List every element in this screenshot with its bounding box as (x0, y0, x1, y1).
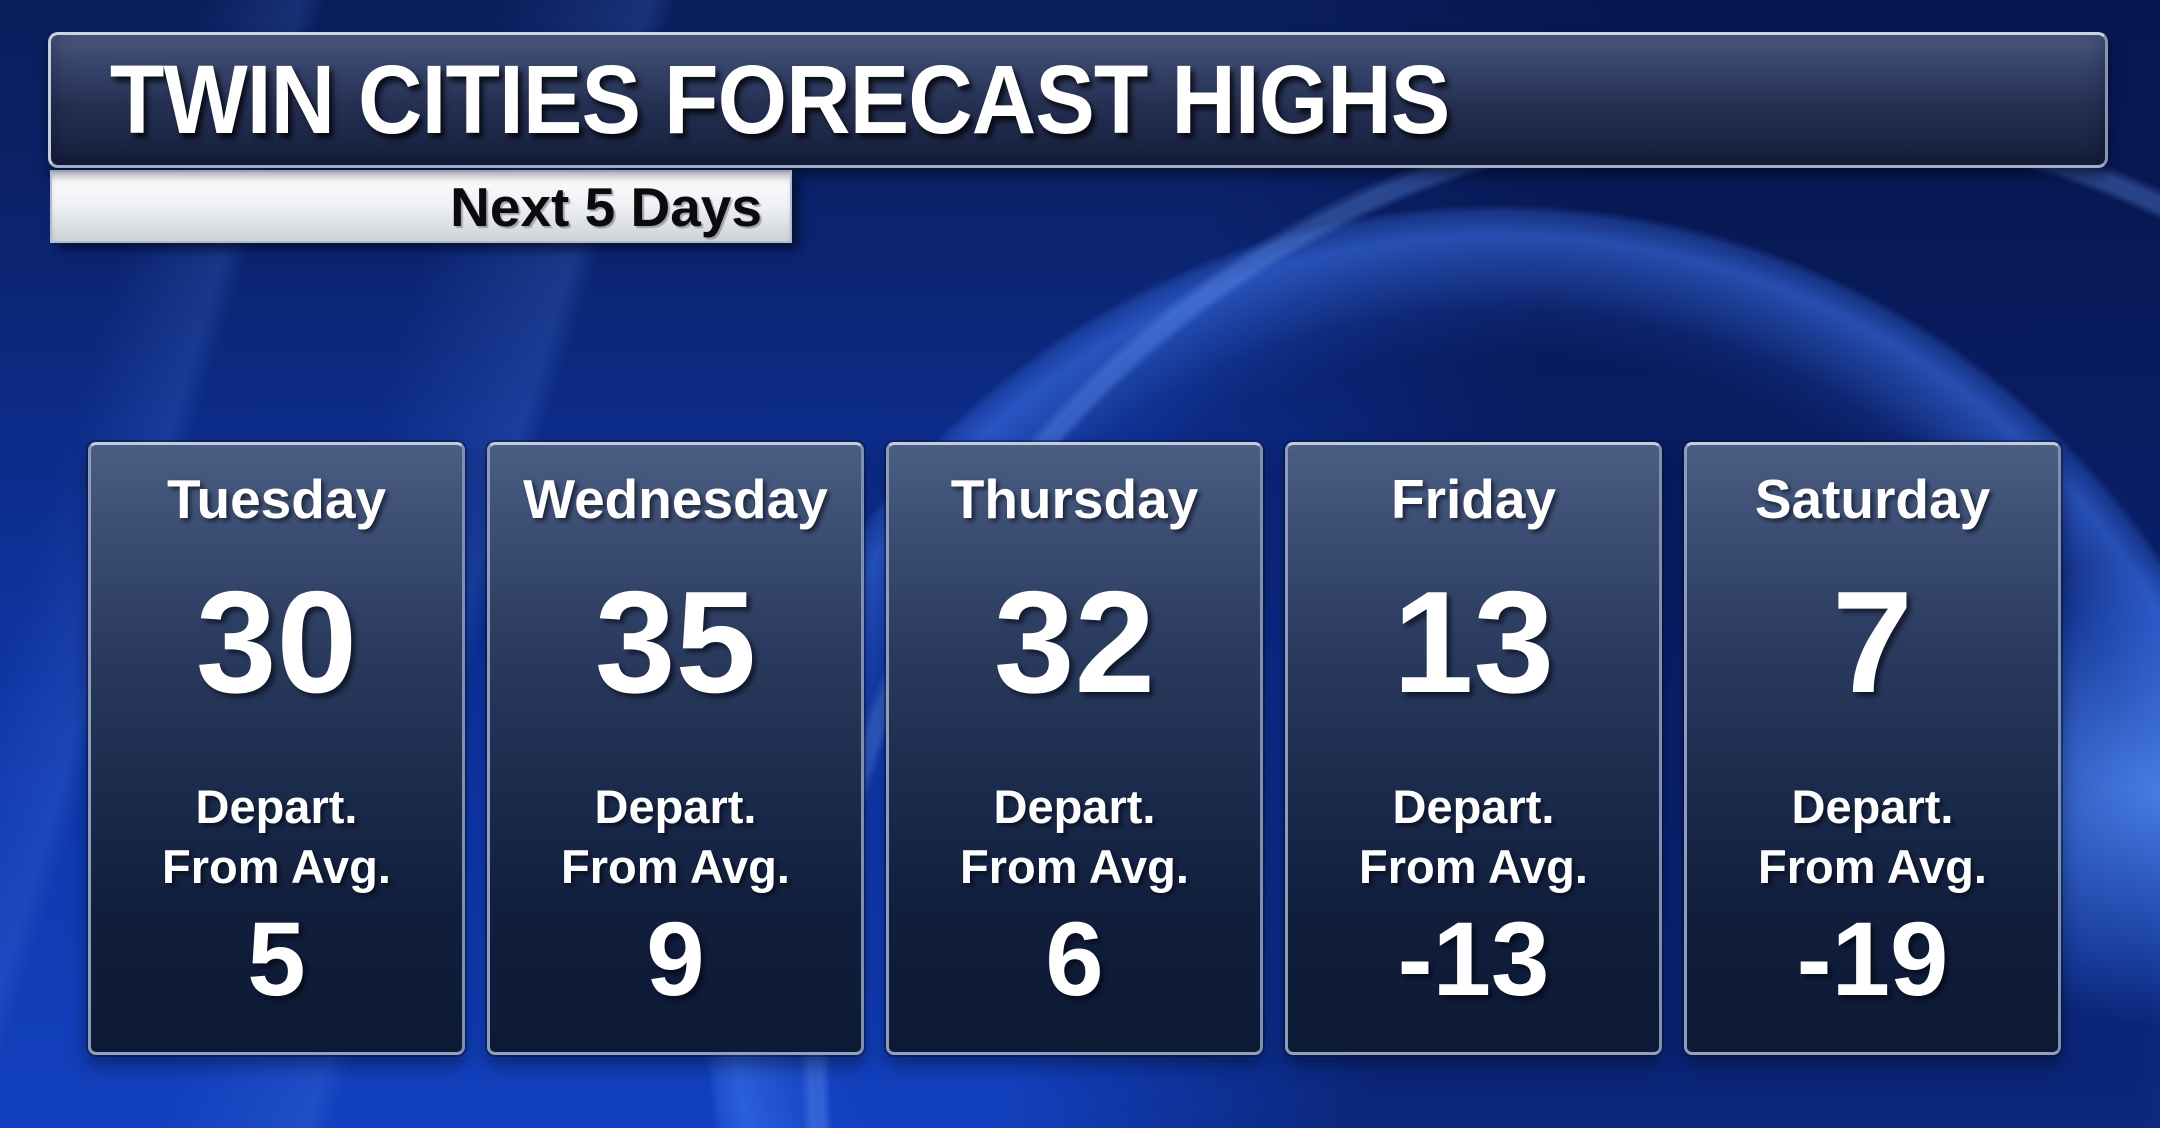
depart-from-avg-label: Depart. From Avg. (1758, 777, 1987, 897)
depart-label-line2: From Avg. (561, 839, 790, 893)
depart-label-line1: Depart. (993, 779, 1156, 833)
high-temp-value: 7 (1832, 560, 1913, 723)
day-label: Friday (1390, 468, 1557, 530)
depart-from-avg-label: Depart. From Avg. (162, 777, 391, 897)
day-label: Thursday (950, 468, 1199, 530)
forecast-card-friday: Friday 13 Depart. From Avg. -13 (1285, 442, 1662, 1055)
forecast-card-wednesday: Wednesday 35 Depart. From Avg. 9 (487, 442, 864, 1055)
page-title: TWIN CITIES FORECAST HIGHS (109, 45, 1450, 154)
forecast-card-saturday: Saturday 7 Depart. From Avg. -19 (1684, 442, 2061, 1055)
departure-value: 5 (247, 900, 306, 1018)
high-temp-value: 32 (993, 560, 1156, 723)
departure-value: -13 (1397, 900, 1550, 1018)
day-label: Wednesday (523, 468, 828, 530)
departure-value: 6 (1045, 900, 1104, 1018)
depart-label-line2: From Avg. (960, 839, 1189, 893)
depart-label-line2: From Avg. (1758, 839, 1987, 893)
departure-value: -19 (1796, 900, 1949, 1018)
departure-value: 9 (646, 900, 705, 1018)
depart-from-avg-label: Depart. From Avg. (960, 777, 1189, 897)
depart-label-line1: Depart. (594, 779, 757, 833)
high-temp-value: 35 (594, 560, 757, 723)
high-temp-value: 13 (1392, 560, 1555, 723)
forecast-card-thursday: Thursday 32 Depart. From Avg. 6 (886, 442, 1263, 1055)
subtitle: Next 5 Days (450, 175, 762, 238)
day-label: Tuesday (166, 468, 387, 530)
high-temp-value: 30 (195, 560, 358, 723)
depart-from-avg-label: Depart. From Avg. (1359, 777, 1588, 897)
title-bar: TWIN CITIES FORECAST HIGHS (48, 32, 2108, 168)
day-label: Saturday (1754, 468, 1991, 530)
depart-label-line1: Depart. (1392, 779, 1555, 833)
subtitle-bar: Next 5 Days (50, 170, 792, 243)
forecast-cards: Tuesday 30 Depart. From Avg. 5 Wednesday… (88, 442, 2061, 1055)
depart-label-line2: From Avg. (1359, 839, 1588, 893)
depart-label-line1: Depart. (1791, 779, 1954, 833)
depart-from-avg-label: Depart. From Avg. (561, 777, 790, 897)
depart-label-line1: Depart. (195, 779, 358, 833)
depart-label-line2: From Avg. (162, 839, 391, 893)
forecast-card-tuesday: Tuesday 30 Depart. From Avg. 5 (88, 442, 465, 1055)
